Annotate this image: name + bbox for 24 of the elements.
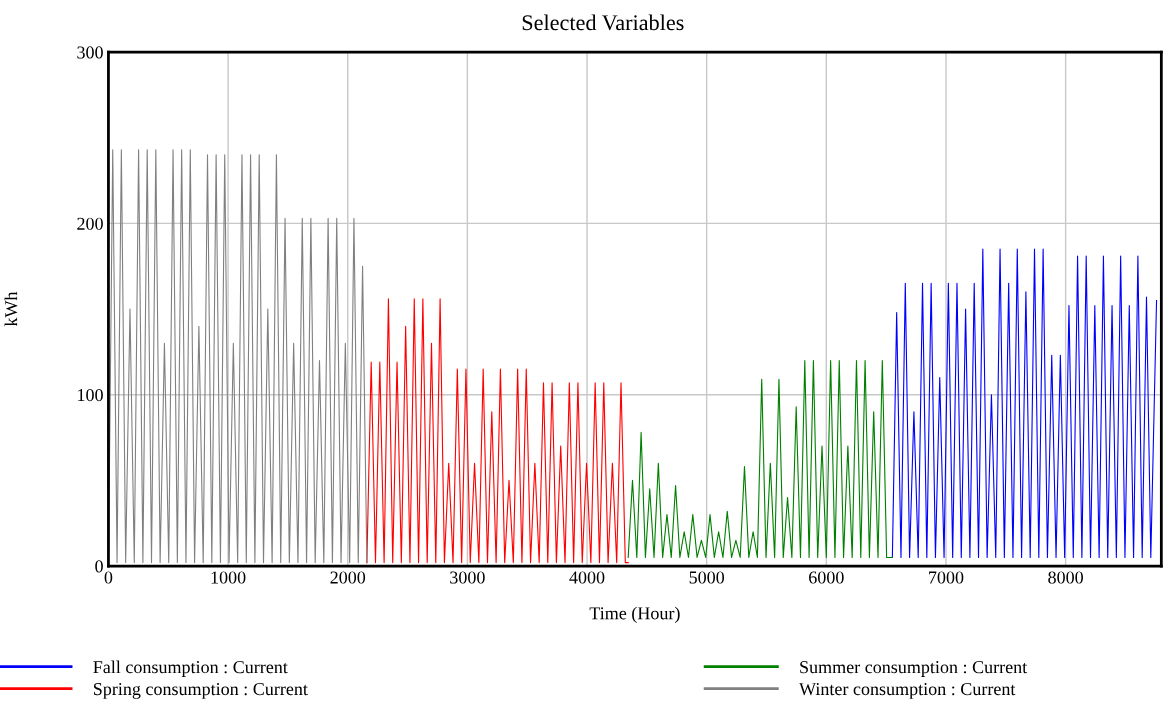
x-tick-label: 5000: [689, 571, 725, 584]
x-tick-label: 1000: [211, 571, 246, 584]
legend-label: Spring consumption : Current: [93, 682, 308, 699]
line-series: [627, 359, 893, 559]
y-tick-label: 200: [77, 217, 103, 230]
y-tick-label: 300: [77, 46, 103, 59]
line-series: [891, 248, 1158, 559]
x-tick-label: 3000: [450, 571, 485, 584]
x-tick-label: 0: [104, 571, 113, 584]
x-tick-label: 2000: [330, 571, 366, 584]
x-tick-label: 4000: [569, 571, 605, 584]
x-tick-label: 8000: [1048, 571, 1083, 584]
chart-title: Selected Variables: [522, 14, 684, 31]
y-tick-label: 100: [78, 388, 103, 402]
y-tick-label: 0: [95, 560, 103, 573]
legend-label: Summer consumption : Current: [800, 661, 1028, 677]
line-series: [108, 149, 368, 564]
legend-label: Winter consumption : Current: [799, 682, 1016, 699]
x-tick-label: 7000: [929, 571, 964, 584]
x-tick-label: 6000: [809, 571, 844, 584]
legend-label: Fall consumption : Current: [93, 660, 288, 677]
line-series: [366, 298, 629, 564]
y-axis-title: kWh: [4, 291, 18, 327]
x-axis-title: Time (Hour): [589, 606, 680, 624]
